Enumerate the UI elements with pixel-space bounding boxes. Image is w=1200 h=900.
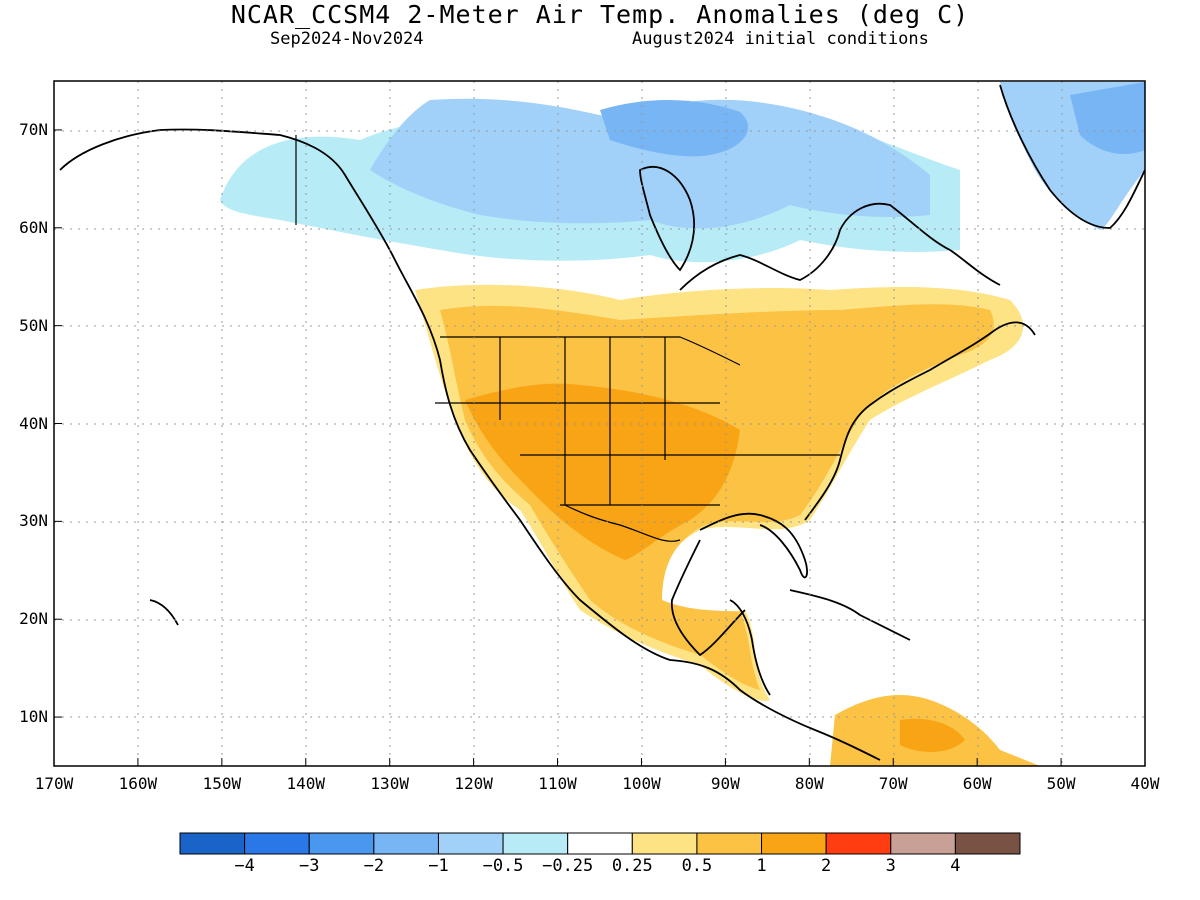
- lon-label: 150W: [202, 774, 242, 793]
- warm-anomaly-core: [465, 383, 740, 560]
- colorbar-swatch: [567, 832, 633, 855]
- cool-anomaly-strong: [600, 100, 749, 157]
- lon-label: 70W: [878, 774, 908, 793]
- colorbar-swatch: [761, 832, 827, 855]
- colorbar-swatch: [954, 832, 1021, 855]
- lat-label: 70N: [19, 119, 48, 139]
- lon-label: 170W: [34, 774, 74, 793]
- colorbar-swatch: [502, 832, 569, 855]
- lat-label: 60N: [19, 217, 48, 237]
- colorbar-swatch: [825, 832, 892, 855]
- initial-conditions-label: August2024 initial conditions: [632, 29, 929, 49]
- lat-label: 30N: [19, 511, 48, 531]
- lat-label: 20N: [19, 609, 48, 629]
- lon-label: 40W: [1130, 774, 1160, 793]
- lat-label: 10N: [19, 707, 48, 727]
- map-title: NCAR_CCSM4 2-Meter Air Temp. Anomalies (…: [230, 0, 970, 29]
- lat-label: 40N: [19, 413, 48, 433]
- season-label: Sep2024-Nov2024: [270, 29, 424, 49]
- political-borders: [295, 135, 840, 542]
- greenland-cool-core: [1070, 82, 1145, 155]
- colorbar-label: 0.5: [681, 856, 713, 876]
- colorbar-label: −4: [234, 856, 255, 876]
- lon-label: 100W: [622, 774, 661, 793]
- colorbar-label: −3: [298, 856, 320, 876]
- colorbar-swatch: [631, 832, 698, 855]
- colorbar-swatch: [308, 832, 375, 855]
- lat-label: 50N: [19, 315, 48, 335]
- colorbar-swatch: [373, 832, 439, 855]
- south-america-warm-core: [900, 718, 965, 752]
- lon-label: 140W: [286, 774, 326, 793]
- lon-label: 60W: [962, 774, 992, 793]
- colorbar-label: −2: [363, 856, 385, 876]
- colorbar-label: −1: [428, 856, 449, 876]
- warm-anomaly-region: [440, 304, 994, 690]
- graticule: [54, 81, 1145, 766]
- colorbar-label: −0.25: [542, 856, 594, 876]
- lon-label: 130W: [370, 774, 409, 793]
- colorbar-label: 1: [756, 856, 767, 876]
- lon-label: 80W: [794, 774, 824, 793]
- colorbar-swatch: [696, 832, 763, 855]
- colorbar-swatch: [179, 832, 246, 855]
- lon-label: 120W: [454, 774, 493, 793]
- coastlines: [59, 84, 1145, 761]
- colorbar-swatch: [244, 832, 310, 855]
- colorbar-label: 3: [885, 856, 896, 876]
- colorbar-swatch: [890, 832, 956, 855]
- colorbar-swatch: [437, 832, 504, 855]
- colorbar-label: −0.5: [482, 856, 524, 876]
- colorbar-label: 2: [821, 856, 832, 876]
- colorbar: [179, 832, 1021, 855]
- colorbar-label: 0.25: [611, 856, 653, 876]
- lon-label: 50W: [1046, 774, 1076, 793]
- lon-label: 160W: [118, 774, 158, 793]
- colorbar-label: 4: [950, 856, 961, 876]
- lon-label: 110W: [538, 774, 577, 793]
- lon-label: 90W: [710, 774, 740, 793]
